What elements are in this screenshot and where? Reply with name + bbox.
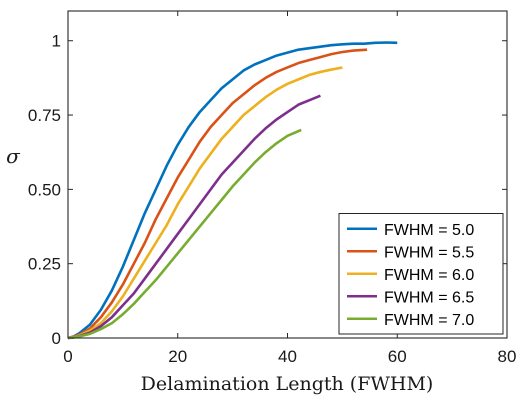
- labels-layer: Delamination Length (FWHM) σ: [6, 144, 433, 395]
- series-line-1: [67, 41, 398, 340]
- y-tick-label: 0.75: [28, 106, 61, 125]
- legend-label-2: FWHM = 5.5: [384, 244, 474, 261]
- axes-layer: 0 20 40 60 80 0 0.25 0.50 0.75 1: [28, 10, 517, 366]
- legend: FWHM = 5.0 FWHM = 5.5 FWHM = 6.0 FWHM = 6.5…: [338, 213, 504, 335]
- x-axis-label: Delamination Length (FWHM): [141, 373, 434, 395]
- x-tick-label: 0: [63, 347, 72, 366]
- y-axis-label: σ: [6, 144, 21, 168]
- legend-label-4: FWHM = 6.5: [384, 289, 474, 306]
- legend-label-3: FWHM = 6.0: [384, 267, 474, 284]
- x-tick-label: 80: [498, 347, 517, 366]
- series-line-4: [67, 94, 321, 340]
- series-line-2: [67, 48, 368, 340]
- legend-label-1: FWHM = 5.0: [384, 222, 474, 239]
- series-line-5: [67, 128, 302, 340]
- x-tick-label: 20: [168, 347, 187, 366]
- y-tick-label: 0: [52, 329, 61, 348]
- y-tick-label: 0.50: [28, 180, 61, 199]
- x-tick-label: 60: [388, 347, 407, 366]
- series-line-3: [67, 66, 343, 340]
- x-tick-label: 40: [278, 347, 297, 366]
- y-tick-label: 1: [52, 32, 61, 51]
- series-layer: [67, 41, 398, 340]
- legend-label-5: FWHM = 7.0: [384, 312, 474, 329]
- y-tick-label: 0.25: [28, 255, 61, 274]
